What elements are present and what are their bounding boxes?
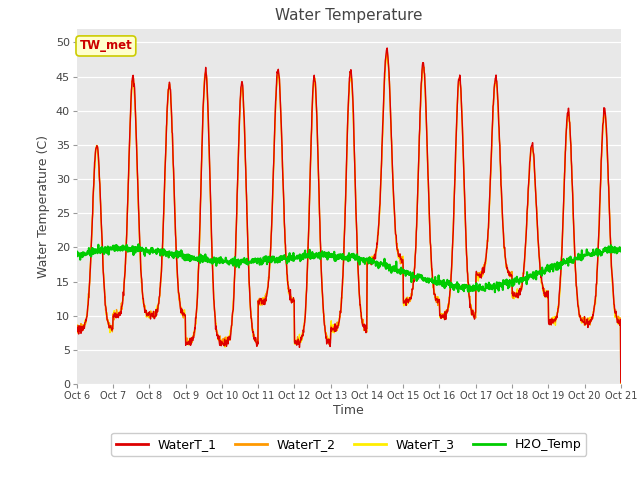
Text: TW_met: TW_met — [79, 39, 132, 52]
Y-axis label: Water Temperature (C): Water Temperature (C) — [37, 135, 50, 278]
X-axis label: Time: Time — [333, 404, 364, 417]
Title: Water Temperature: Water Temperature — [275, 9, 422, 24]
Legend: WaterT_1, WaterT_2, WaterT_3, H2O_Temp: WaterT_1, WaterT_2, WaterT_3, H2O_Temp — [111, 433, 586, 456]
